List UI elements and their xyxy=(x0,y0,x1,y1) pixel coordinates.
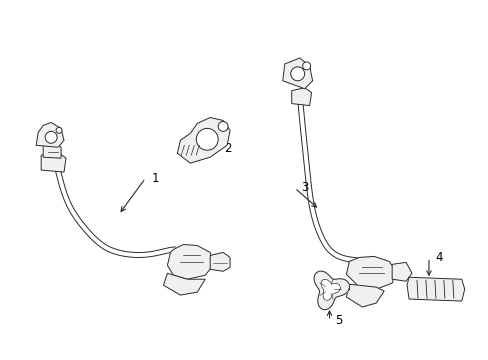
Polygon shape xyxy=(313,271,349,310)
Polygon shape xyxy=(41,152,66,172)
Circle shape xyxy=(45,131,57,143)
Polygon shape xyxy=(36,122,64,147)
Circle shape xyxy=(196,129,218,150)
Text: 2: 2 xyxy=(224,142,231,155)
Polygon shape xyxy=(297,91,357,263)
Polygon shape xyxy=(177,117,230,163)
Circle shape xyxy=(302,62,310,70)
Polygon shape xyxy=(391,262,411,281)
Polygon shape xyxy=(406,277,464,301)
Polygon shape xyxy=(282,58,312,89)
Text: 5: 5 xyxy=(335,314,342,327)
Text: 4: 4 xyxy=(434,251,442,264)
Polygon shape xyxy=(210,252,230,271)
Polygon shape xyxy=(321,279,340,300)
Circle shape xyxy=(218,121,227,131)
Polygon shape xyxy=(163,273,205,295)
Circle shape xyxy=(290,67,304,81)
Polygon shape xyxy=(291,88,311,105)
Polygon shape xyxy=(346,284,384,307)
Text: 1: 1 xyxy=(151,171,159,185)
Polygon shape xyxy=(167,244,213,279)
Polygon shape xyxy=(346,256,395,289)
Text: 3: 3 xyxy=(300,181,307,194)
Circle shape xyxy=(56,127,62,133)
Polygon shape xyxy=(43,142,61,158)
Polygon shape xyxy=(51,154,175,257)
